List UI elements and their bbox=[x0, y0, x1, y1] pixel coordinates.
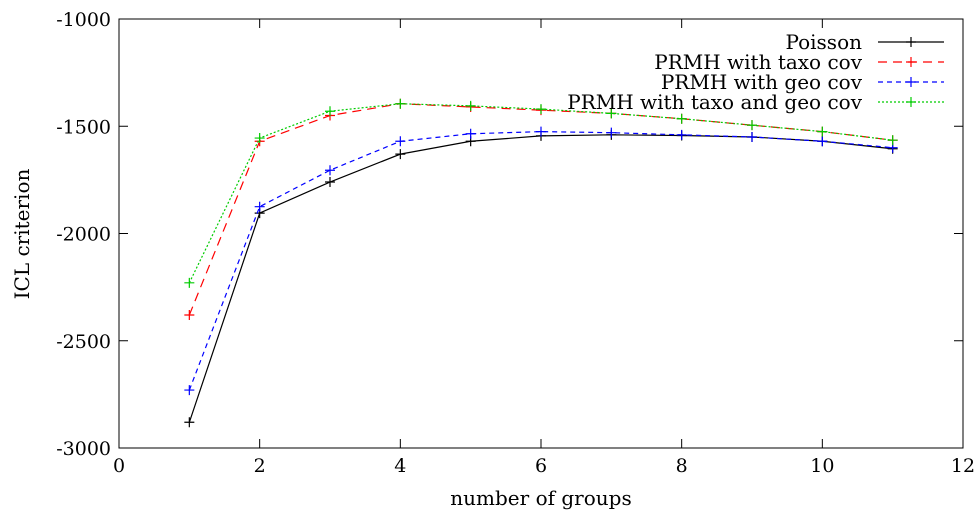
data-point bbox=[676, 113, 687, 124]
x-tick-label: 8 bbox=[676, 455, 688, 477]
series-line bbox=[188, 103, 893, 316]
x-axis-label: number of groups bbox=[450, 486, 631, 510]
data-point bbox=[325, 106, 335, 117]
series-0 bbox=[184, 129, 898, 428]
legend-marker bbox=[906, 97, 916, 107]
legend-label: PRMH with geo cov bbox=[661, 70, 863, 94]
y-tick-label: -1500 bbox=[56, 116, 111, 138]
data-point bbox=[184, 277, 195, 288]
series-line bbox=[188, 131, 893, 391]
y-axis-label: ICL criterion bbox=[10, 169, 34, 300]
data-point bbox=[254, 201, 265, 212]
data-point bbox=[325, 165, 335, 176]
x-tick-label: 2 bbox=[254, 455, 266, 477]
legend-label: Poisson bbox=[785, 30, 862, 54]
data-point bbox=[817, 126, 828, 137]
data-point bbox=[606, 127, 617, 138]
data-point bbox=[395, 136, 406, 147]
series-line bbox=[188, 134, 893, 423]
x-tick-label: 4 bbox=[394, 455, 406, 477]
data-point bbox=[184, 417, 195, 428]
data-point bbox=[606, 108, 617, 119]
series-3 bbox=[184, 98, 898, 288]
y-tick-label: -2000 bbox=[56, 224, 111, 246]
series-layer bbox=[184, 98, 898, 428]
y-tick-label: -1000 bbox=[56, 9, 111, 31]
legend-label: PRMH with taxo and geo cov bbox=[567, 90, 862, 114]
x-tick-label: 0 bbox=[113, 455, 125, 477]
data-point bbox=[395, 98, 406, 109]
data-point bbox=[184, 385, 195, 396]
legend-label: PRMH with taxo cov bbox=[654, 50, 862, 74]
data-point bbox=[184, 310, 195, 321]
data-point bbox=[676, 129, 687, 140]
x-tick-label: 6 bbox=[535, 455, 547, 477]
y-tick-label: -3000 bbox=[56, 438, 111, 460]
data-point bbox=[536, 104, 546, 115]
legend-marker bbox=[906, 37, 916, 47]
series-2 bbox=[184, 126, 898, 396]
data-point bbox=[395, 149, 406, 160]
data-point bbox=[254, 133, 265, 144]
data-point bbox=[465, 100, 476, 111]
data-point bbox=[817, 136, 828, 147]
x-tick-label: 12 bbox=[951, 455, 975, 477]
data-point bbox=[536, 126, 546, 137]
data-point bbox=[325, 177, 335, 188]
legend-marker bbox=[906, 57, 916, 67]
data-point bbox=[887, 135, 898, 146]
legend-marker bbox=[906, 77, 916, 87]
data-point bbox=[747, 120, 757, 131]
data-point bbox=[465, 128, 476, 139]
x-tick-label: 10 bbox=[810, 455, 834, 477]
axis-ticks: 0 2 4 6 8 10 12 -1000 -1500 -2000 -2500 -3000 bbox=[56, 9, 975, 477]
data-point bbox=[747, 131, 757, 142]
y-tick-label: -2500 bbox=[56, 331, 111, 353]
